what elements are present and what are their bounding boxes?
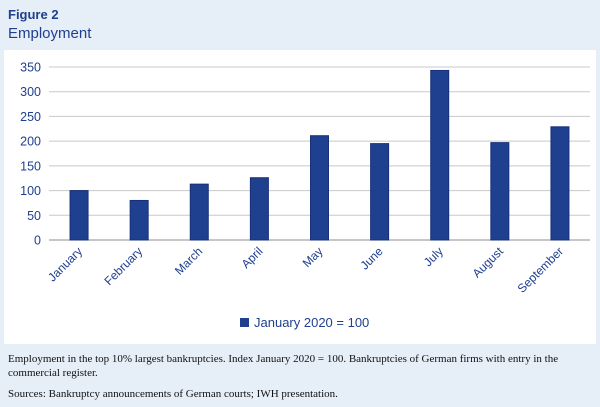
y-tick-label: 200 — [20, 135, 41, 149]
x-tick-label: April — [239, 244, 266, 271]
x-tick-label: May — [300, 244, 326, 270]
x-tick-label: July — [421, 244, 446, 269]
y-tick-label: 300 — [20, 85, 41, 99]
y-tick-label: 50 — [27, 209, 41, 223]
bar-january — [69, 190, 89, 241]
legend-label: January 2020 = 100 — [254, 315, 369, 330]
legend-swatch — [240, 318, 249, 327]
x-tick-label: September — [515, 244, 566, 295]
bar-july — [430, 69, 450, 241]
figure-title: Employment — [8, 25, 92, 42]
y-tick-label: 0 — [34, 234, 41, 248]
bar-september — [550, 126, 570, 241]
bar-february — [129, 199, 149, 241]
chart-panel: 0 50 100 150 200 250 300 350 January February Marc… — [4, 50, 596, 344]
figure-label: Figure 2 — [8, 7, 59, 22]
bar-august — [490, 142, 510, 241]
bar-may — [310, 135, 329, 241]
x-tick-label: June — [357, 244, 386, 273]
x-tick-label: August — [470, 244, 507, 281]
x-tick-label: March — [172, 244, 205, 277]
y-tick-label: 150 — [20, 159, 41, 173]
y-tick-label: 100 — [20, 184, 41, 198]
y-tick-label: 250 — [20, 110, 41, 124]
x-tick-label: February — [101, 244, 145, 288]
bar-april — [249, 177, 269, 241]
bar-chart: 0 50 100 150 200 250 300 350 January February Marc… — [20, 61, 590, 330]
figure-note: Employment in the top 10% largest bankru… — [8, 353, 559, 379]
y-tick-label: 350 — [20, 61, 41, 75]
figure-source: Sources: Bankruptcy announcements of Ger… — [8, 388, 338, 400]
x-tick-label: January — [45, 244, 85, 284]
bar-march — [189, 183, 209, 241]
bar-june — [370, 143, 390, 241]
